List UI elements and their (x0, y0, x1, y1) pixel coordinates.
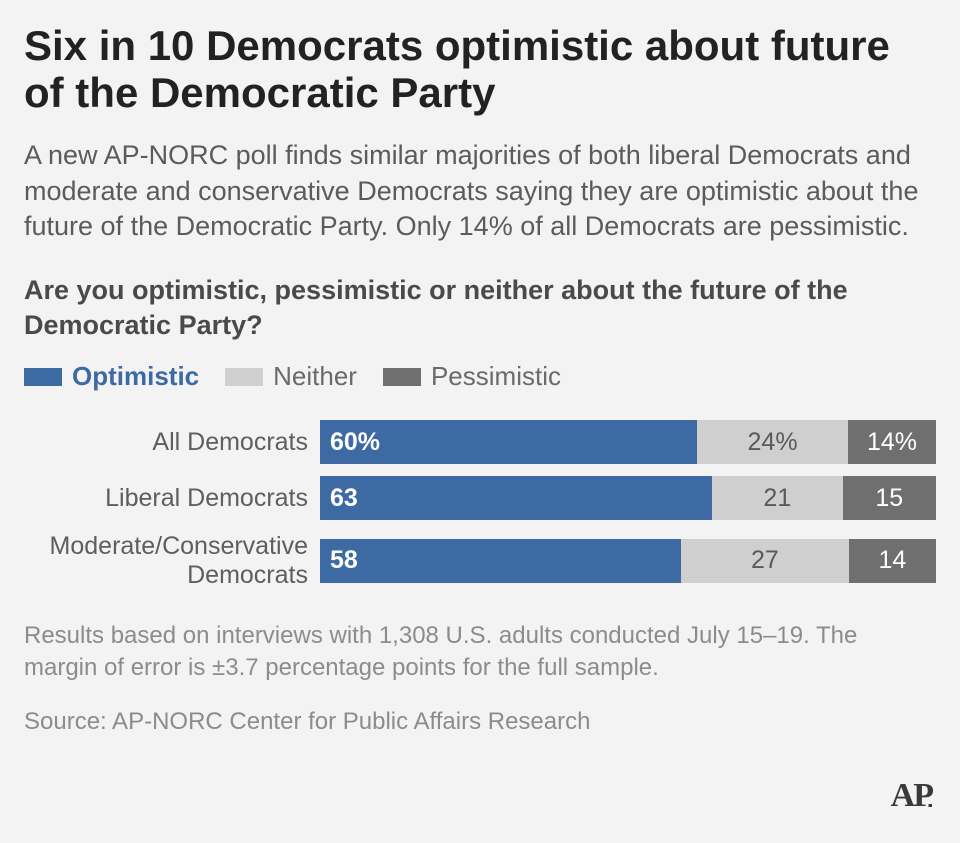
bar-value: 24% (748, 428, 798, 457)
legend-label-optimistic: Optimistic (72, 361, 199, 392)
row-label: All Democrats (24, 428, 314, 457)
survey-question: Are you optimistic, pessimistic or neith… (24, 273, 936, 343)
row-label: Liberal Democrats (24, 484, 314, 513)
ap-logo-icon: AP (891, 777, 932, 815)
legend-label-neither: Neither (273, 361, 357, 392)
bar-value: 27 (751, 546, 779, 575)
swatch-pessimistic (383, 368, 421, 386)
bar-row: 60% 24% 14% (320, 420, 936, 464)
source-line: Source: AP-NORC Center for Public Affair… (24, 708, 936, 736)
bar-value: 14% (867, 428, 917, 457)
bar-value: 58 (330, 546, 358, 575)
bar-segment-neither: 27 (681, 539, 849, 583)
bar-row: 63 21 15 (320, 476, 936, 520)
bar-value: 14 (879, 546, 907, 575)
bar-value: 63 (330, 484, 358, 513)
dek-paragraph: A new AP-NORC poll finds similar majorit… (24, 138, 936, 245)
swatch-neither (225, 368, 263, 386)
bar-value: 15 (875, 484, 903, 513)
bar-segment-pessimistic: 14% (848, 420, 936, 464)
legend-item-neither: Neither (225, 361, 357, 392)
bar-segment-neither: 21 (712, 476, 843, 520)
methodology-note: Results based on interviews with 1,308 U… (24, 620, 936, 685)
bar-row: 58 27 14 (320, 539, 936, 583)
bar-segment-optimistic: 60% (320, 420, 697, 464)
swatch-optimistic (24, 368, 62, 386)
bar-segment-optimistic: 58 (320, 539, 681, 583)
stacked-bar-chart: All Democrats 60% 24% 14% Liberal Democr… (24, 420, 936, 590)
legend-item-pessimistic: Pessimistic (383, 361, 561, 392)
infographic-card: Six in 10 Democrats optimistic about fut… (0, 0, 960, 843)
bar-value: 21 (763, 484, 791, 513)
bar-segment-optimistic: 63 (320, 476, 712, 520)
bar-segment-neither: 24% (697, 420, 848, 464)
row-label: Moderate/Conservative Democrats (24, 532, 314, 590)
bar-segment-pessimistic: 15 (843, 476, 936, 520)
headline: Six in 10 Democrats optimistic about fut… (24, 22, 936, 116)
legend-item-optimistic: Optimistic (24, 361, 199, 392)
chart-legend: Optimistic Neither Pessimistic (24, 361, 936, 392)
legend-label-pessimistic: Pessimistic (431, 361, 561, 392)
bar-segment-pessimistic: 14 (849, 539, 936, 583)
bar-value: 60% (330, 428, 380, 457)
